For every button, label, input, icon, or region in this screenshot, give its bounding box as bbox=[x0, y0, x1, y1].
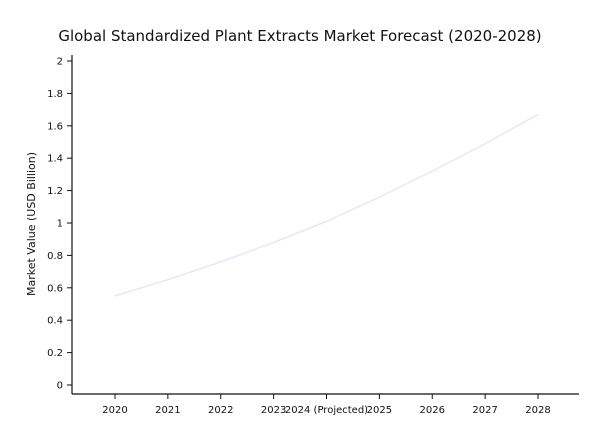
y-tick-label: 1.6 bbox=[47, 121, 63, 132]
x-tick-label: 2020 bbox=[102, 405, 127, 416]
y-tick-label: 1.2 bbox=[47, 186, 63, 197]
x-tick-label: 2023 bbox=[261, 405, 286, 416]
y-tick-label: 1.4 bbox=[47, 154, 63, 165]
data-point bbox=[220, 261, 222, 263]
x-tick-label: 2028 bbox=[525, 405, 550, 416]
data-point bbox=[484, 143, 486, 145]
data-point bbox=[114, 295, 116, 297]
y-ticks: 0 0.2 0.4 0.6 0.8 1 1.2 1.4 1.6 1.8 2 bbox=[47, 57, 72, 392]
x-tick-label: 2021 bbox=[155, 405, 180, 416]
series-line bbox=[114, 113, 539, 297]
y-tick-label: 0.2 bbox=[47, 348, 63, 359]
data-point bbox=[273, 241, 275, 244]
data-point bbox=[378, 196, 380, 198]
y-tick-label: 0.6 bbox=[47, 283, 63, 294]
y-tick-label: 0 bbox=[57, 381, 63, 392]
y-tick-label: 0.8 bbox=[47, 251, 63, 262]
data-point bbox=[431, 170, 433, 172]
y-tick-label: 0.4 bbox=[47, 316, 63, 327]
x-tick-label: 2026 bbox=[420, 405, 445, 416]
data-point bbox=[325, 220, 328, 222]
data-point bbox=[167, 279, 169, 281]
x-tick-label: 2024 (Projected) bbox=[285, 405, 368, 416]
y-tick-label: 1 bbox=[57, 219, 63, 230]
y-tick-label: 2 bbox=[57, 57, 63, 68]
y-tick-label: 1.8 bbox=[47, 89, 63, 100]
chart-title: Global Standardized Plant Extracts Marke… bbox=[58, 27, 541, 45]
y-axis-label: Market Value (USD Billion) bbox=[25, 152, 38, 296]
x-tick-label: 2027 bbox=[472, 405, 497, 416]
x-tick-label: 2025 bbox=[367, 405, 392, 416]
x-tick-label: 2022 bbox=[208, 405, 233, 416]
series-group bbox=[114, 113, 539, 297]
data-point bbox=[537, 113, 539, 116]
